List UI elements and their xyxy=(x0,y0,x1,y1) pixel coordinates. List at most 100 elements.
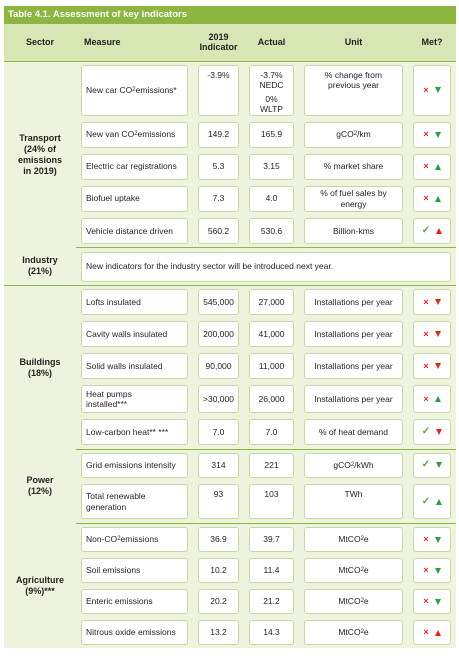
sector-buildings: Buildings (18%) xyxy=(19,356,61,378)
actual-cell: 165.9 xyxy=(249,121,294,148)
unit-cell: MtCO 2 e xyxy=(304,620,403,645)
unit-cell: % of fuel sales by energy xyxy=(304,185,403,212)
actual-cell: 27,000 xyxy=(249,289,294,315)
arrow-down-icon xyxy=(436,462,443,468)
indicator-cell: 545,000 xyxy=(198,289,239,315)
met-cell: × xyxy=(413,64,451,116)
indicators-table-page: Table 4.1. Assessment of key indicators … xyxy=(4,6,456,662)
measure-cell: Total renewable generation xyxy=(81,484,188,520)
unit-cell: TWh xyxy=(304,484,403,520)
actual-cell: 221 xyxy=(249,452,294,478)
cross-icon: × xyxy=(423,534,429,545)
indicator-cell: >30,000 xyxy=(198,385,239,413)
header-actual: Actual xyxy=(244,24,299,62)
actual-cell: 7.0 xyxy=(249,419,294,446)
indicator-cell: 20.2 xyxy=(198,589,239,614)
measure-cell: Enteric emissions xyxy=(81,589,188,614)
measure-cell: Cavity walls insulated xyxy=(81,321,188,347)
check-icon: ✓ xyxy=(421,458,431,470)
cross-icon: × xyxy=(423,193,429,204)
unit-cell: gCO 2/km xyxy=(304,121,403,148)
unit-cell: MtCO 2 e xyxy=(304,527,403,552)
cross-icon: × xyxy=(423,129,429,140)
actual-cell: 11,000 xyxy=(249,353,294,379)
table-row: Soil emissions 10.2 11.4 MtCO 2 e × xyxy=(4,555,456,586)
unit-cell: % market share xyxy=(304,153,403,180)
industry-note: New indicators for the industry sector w… xyxy=(81,251,451,282)
check-icon: ✓ xyxy=(421,495,431,507)
indicator-cell: -3.9% xyxy=(198,64,239,116)
cross-icon: × xyxy=(423,328,429,339)
met-cell: × xyxy=(413,527,451,552)
table-row: Power (12%) Grid emissions intensity 314… xyxy=(4,449,456,496)
unit-cell: Installations per year xyxy=(304,321,403,347)
unit-cell: MtCO 2 e xyxy=(304,558,403,583)
arrow-down-icon xyxy=(434,536,441,543)
measure-cell: Nitrous oxide emissions xyxy=(81,620,188,645)
met-cell: × xyxy=(413,589,451,614)
table-row: Cavity walls insulated 200,000 41,000 In… xyxy=(4,318,456,350)
sector-agriculture: Agriculture (9%)*** xyxy=(15,574,64,596)
arrow-up-icon xyxy=(434,396,441,402)
measure-cell: Non-CO 2 emissions xyxy=(81,527,188,552)
table-row: Enteric emissions 20.2 21.2 MtCO 2 e × xyxy=(4,586,456,617)
cross-icon: × xyxy=(423,296,429,307)
met-cell: × xyxy=(413,185,451,212)
unit-cell: Installations per year xyxy=(304,289,403,315)
header-sector: Sector xyxy=(4,24,76,62)
measure-cell: Electric car registrations xyxy=(81,153,188,180)
unit-cell: % change from previous year xyxy=(304,64,403,116)
cross-icon: × xyxy=(423,565,429,576)
cross-icon: × xyxy=(423,161,429,172)
cross-icon: × xyxy=(423,84,429,95)
actual-cell: 530.6 xyxy=(249,217,294,244)
measure-cell: Low-carbon heat** *** xyxy=(81,419,188,446)
arrow-up-icon xyxy=(434,195,441,202)
actual-cell: 39.7 xyxy=(249,527,294,552)
met-cell: × xyxy=(413,289,451,315)
table-row: Heat pumps installed*** >30,000 26,000 In… xyxy=(4,382,456,416)
met-cell: ✓ xyxy=(413,452,451,478)
measure-cell: New car CO 2 emissions* xyxy=(81,64,188,116)
table-row: Nitrous oxide emissions 13.2 14.3 MtCO 2 e… xyxy=(4,617,456,648)
actual-cell: 14.3 xyxy=(249,620,294,645)
actual-cell: 26,000 xyxy=(249,385,294,413)
cross-icon: × xyxy=(423,596,429,607)
indicators-table: Sector Measure 2019 Indicator Actual Unit… xyxy=(4,24,456,648)
actual-cell: 103 xyxy=(249,484,294,520)
met-cell: × xyxy=(413,153,451,180)
sector-industry: Industry (21%) xyxy=(4,247,76,286)
indicator-cell: 90,000 xyxy=(198,353,239,379)
table-row: Industry (21%) New indicators for the in… xyxy=(4,247,456,286)
table-row: Solid walls insulated 90,000 11,000 Inst… xyxy=(4,350,456,382)
table-row: Vehicle distance driven 560.2 530.6 Bill… xyxy=(4,214,456,248)
header-indicator: 2019 Indicator xyxy=(193,24,244,62)
indicator-cell: 5.3 xyxy=(198,153,239,180)
indicator-cell: 200,000 xyxy=(198,321,239,347)
indicator-cell: 7.0 xyxy=(198,419,239,446)
sector-transport: Transport (24% of emissions in 2019) xyxy=(17,132,63,176)
measure-cell: Vehicle distance driven xyxy=(81,217,188,244)
arrow-down-icon xyxy=(434,131,441,138)
check-icon: ✓ xyxy=(421,224,431,236)
arrow-down-icon xyxy=(434,567,441,574)
table-row: Buildings (18%) Lofts insulated 545,000 … xyxy=(4,286,456,378)
arrow-down-icon xyxy=(434,299,441,305)
unit-cell: Installations per year xyxy=(304,353,403,379)
indicator-cell: 7.3 xyxy=(198,185,239,212)
unit-cell: gCO 2/kWh xyxy=(304,452,403,478)
arrow-down-icon xyxy=(434,598,441,605)
measure-cell: Solid walls insulated xyxy=(81,353,188,379)
unit-cell: % of heat demand xyxy=(304,419,403,446)
unit-cell: Billion-kms xyxy=(304,217,403,244)
cross-icon: × xyxy=(423,627,429,638)
arrow-up-icon xyxy=(434,629,441,636)
table-row: Low-carbon heat** *** 7.0 7.0 % of heat … xyxy=(4,416,456,450)
actual-cell: 3.15 xyxy=(249,153,294,180)
actual-cell: 11.4 xyxy=(249,558,294,583)
actual-cell: -3.7% NEDC 0% WLTP xyxy=(249,64,294,116)
indicator-cell: 36.9 xyxy=(198,527,239,552)
table-title: Table 4.1. Assessment of key indicators xyxy=(4,6,456,24)
met-cell: × xyxy=(413,385,451,413)
arrow-down-icon xyxy=(436,429,443,436)
